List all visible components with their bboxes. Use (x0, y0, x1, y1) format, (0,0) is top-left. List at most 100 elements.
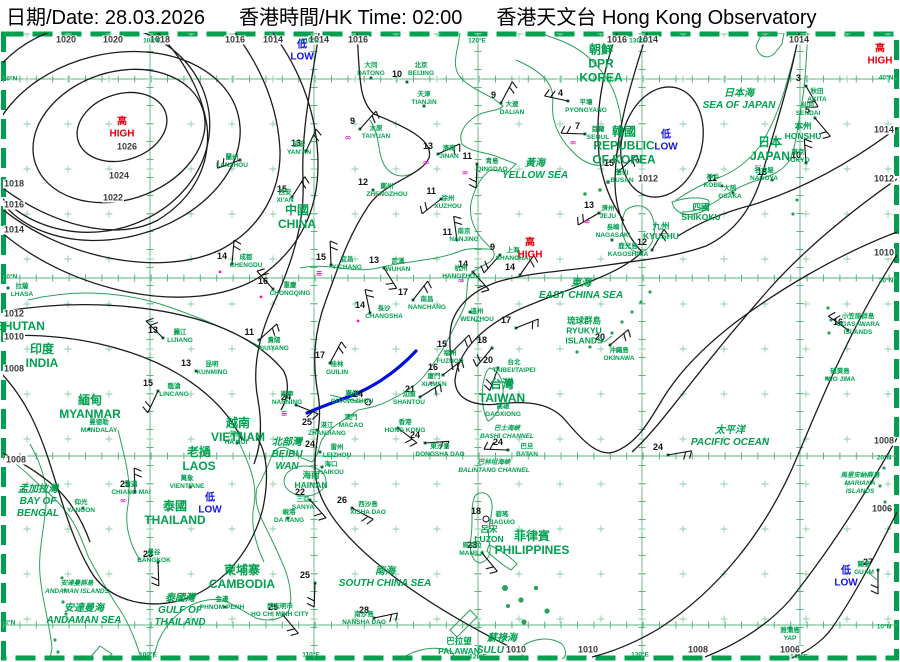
isobar (454, 33, 897, 454)
wind-barb-tick (366, 518, 374, 525)
temperature-value: 25 (300, 570, 310, 580)
temperature-value: 17 (398, 287, 408, 297)
wind-barb-tick (660, 234, 667, 242)
coastline (449, 609, 478, 638)
wind-barb-tick (445, 441, 450, 449)
wind-barb-tick (286, 628, 295, 632)
wind-barb-tick (222, 158, 225, 167)
temperature-value: 20 (483, 355, 493, 365)
temperature-value: 11 (426, 186, 436, 196)
wind-barb-tick (809, 106, 819, 109)
wind-barb (500, 81, 513, 104)
wind-barb (437, 143, 460, 155)
header-time: 香港時間/HK Time: 02:00 (239, 7, 463, 29)
temperature-value: 24 (281, 392, 291, 402)
wind-barb-tick (315, 128, 322, 136)
coastline (400, 647, 457, 659)
coastline (469, 492, 493, 564)
isobar (704, 437, 897, 658)
temperature-value: 16 (258, 276, 268, 286)
wind-barb (305, 129, 317, 152)
wind-barb-tick (483, 384, 491, 391)
chart-header: 日期/Date: 28.03.2026 香港時間/HK Time: 02:00 … (0, 0, 900, 31)
island-dot (588, 345, 592, 349)
wind-barb (291, 176, 306, 198)
weather-symbol: ∞ (570, 138, 577, 147)
calm-station (364, 398, 372, 406)
wind-barb-tick (312, 413, 319, 420)
island-dot (583, 192, 587, 196)
wind-barb-tick (260, 272, 269, 277)
weather-symbol: ∞ (584, 217, 591, 226)
wind-barb-tick (533, 255, 539, 263)
isobar (3, 374, 268, 605)
coastline (515, 33, 623, 166)
island-dot (53, 638, 57, 642)
wind-barb-tick (256, 268, 265, 272)
wind-barb (231, 240, 235, 265)
island-dot (575, 350, 579, 354)
wind-barb-tick (144, 400, 151, 408)
temperature-value: 11 (462, 151, 472, 161)
wind-barb (359, 110, 377, 130)
temperature-value: 22 (295, 487, 305, 497)
wind-barb-tick (424, 202, 428, 211)
header-date: 日期/Date: 28.03.2026 (6, 7, 206, 29)
coastline (237, 439, 265, 563)
wind-barb-tick (389, 614, 393, 623)
coastline (3, 455, 141, 656)
wind-barb-tick (371, 115, 376, 124)
wind-barb (295, 404, 319, 415)
wind-barb (157, 561, 160, 587)
island-dot (620, 320, 624, 324)
wind-barb-tick (636, 154, 640, 163)
wind-barb-tick (828, 311, 836, 317)
coastline (681, 33, 809, 213)
weather-symbol: • (217, 268, 222, 277)
wind-barb-tick (439, 384, 442, 393)
wind-barb (256, 270, 274, 290)
isobars-layer (3, 33, 897, 659)
coastline (671, 197, 710, 215)
wind-barb-tick (472, 358, 478, 367)
temperature-value: 14 (458, 259, 468, 269)
coastline (117, 429, 141, 561)
temperature-value: 17 (315, 350, 325, 360)
isobar (3, 334, 243, 441)
stations-layer: 13 15 14 • 16 • 13 13 15 10 9 ∞ 9 13 ∞ 11 ∞ 12 11 4 7 ∞ 15 13 ∞ 1… (6, 69, 880, 636)
wind-barb-tick (822, 135, 831, 139)
wind-barb-tick (306, 602, 315, 608)
wind-barb-tick (689, 450, 693, 459)
coastline (152, 33, 517, 659)
wind-barb-tick (804, 144, 813, 149)
station-dot (405, 80, 409, 84)
island-dot (544, 608, 550, 614)
wind-barb-tick (477, 284, 486, 289)
wind-barb (577, 212, 600, 226)
wind-barb-tick (544, 89, 550, 97)
island-dot (598, 188, 602, 192)
wind-barb-tick (427, 280, 432, 289)
coastline (481, 367, 504, 422)
isobar (597, 33, 625, 222)
wind-barb-tick (511, 81, 518, 89)
wind-barb (451, 334, 470, 353)
isobar (620, 86, 704, 198)
wind-barb-tick (453, 215, 462, 220)
wind-barb (828, 315, 849, 331)
wind-barb-tick (366, 294, 375, 298)
island-dot (600, 339, 604, 343)
temperature-value: 14 (217, 251, 227, 261)
temperature-value: 15 (277, 184, 287, 194)
wind-barb-tick (582, 213, 584, 223)
wind-barb-tick (290, 632, 299, 636)
station-dot (468, 310, 472, 314)
wind-barb-tick (134, 473, 142, 478)
temperature-value: 16 (428, 362, 438, 372)
wind-barb (609, 329, 629, 346)
wind-barb-tick (870, 590, 879, 595)
wind-barb (373, 612, 398, 619)
wind-barb-tick (549, 90, 556, 98)
wind-barb-tick (464, 339, 468, 347)
wind-barb-tick (142, 406, 149, 414)
